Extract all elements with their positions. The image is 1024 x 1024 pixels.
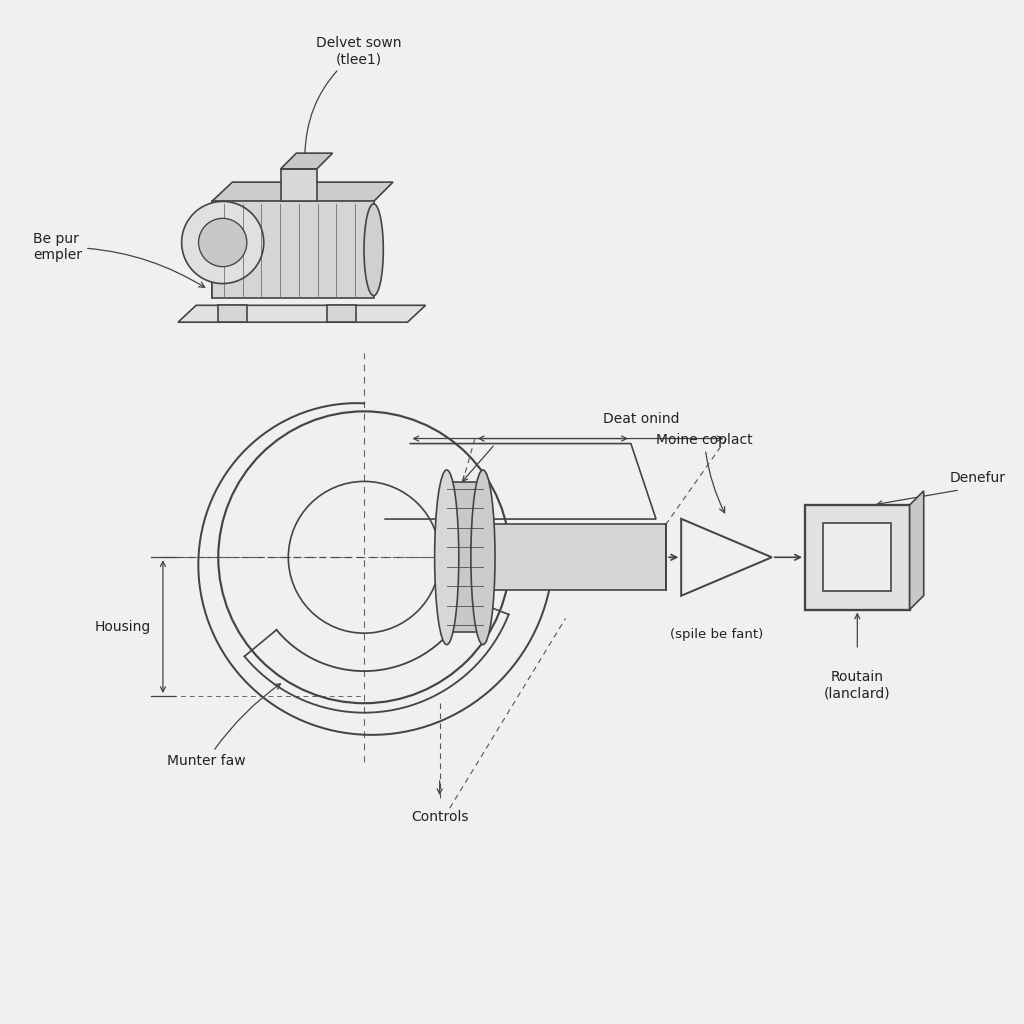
Ellipse shape (471, 470, 495, 645)
Polygon shape (212, 182, 393, 202)
Polygon shape (281, 154, 333, 169)
Polygon shape (212, 184, 232, 298)
Polygon shape (805, 505, 909, 609)
Text: Deat onind: Deat onind (603, 413, 679, 426)
Text: Delvet sown
(tlee1): Delvet sown (tlee1) (305, 36, 401, 154)
Polygon shape (327, 305, 355, 323)
Polygon shape (909, 490, 924, 609)
Polygon shape (485, 524, 666, 591)
Polygon shape (446, 482, 483, 632)
Text: Denefur: Denefur (950, 471, 1006, 484)
Polygon shape (218, 305, 247, 323)
Ellipse shape (364, 204, 383, 296)
Text: Housing: Housing (94, 620, 151, 634)
Text: Be pur
empler: Be pur empler (33, 232, 205, 288)
Text: Routain
(lanclard): Routain (lanclard) (824, 670, 891, 700)
Polygon shape (178, 305, 426, 323)
Text: (spile be fant): (spile be fant) (670, 628, 763, 641)
Polygon shape (281, 169, 316, 202)
Text: Moine coplact: Moine coplact (656, 432, 753, 513)
Circle shape (181, 202, 264, 284)
Ellipse shape (434, 470, 459, 645)
Circle shape (199, 218, 247, 266)
Polygon shape (212, 202, 374, 298)
Text: Munter faw: Munter faw (167, 684, 281, 768)
Text: Controls: Controls (411, 810, 468, 824)
Polygon shape (823, 523, 891, 591)
